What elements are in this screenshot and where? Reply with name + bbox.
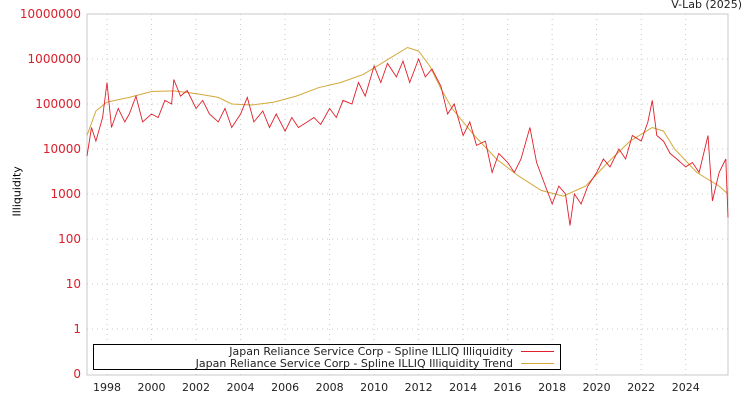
x-tick-label: 2006 [271, 381, 299, 394]
y-tick-label: 100000 [35, 97, 81, 111]
x-tick-label: 1998 [93, 381, 121, 394]
y-tick-label: 10000000 [20, 7, 81, 21]
illiquidity-line [86, 57, 729, 226]
legend-swatch [521, 362, 554, 364]
legend-label: Japan Reliance Service Corp - Spline ILL… [229, 344, 513, 358]
x-tick-label: 2020 [583, 381, 611, 394]
x-tick-label: 2022 [627, 381, 655, 394]
y-tick-label: 100 [58, 232, 81, 246]
legend-item-illiquidity: Japan Reliance Service Corp - Spline ILL… [229, 344, 554, 358]
x-tick-label: 2012 [405, 381, 433, 394]
legend-item-trend: Japan Reliance Service Corp - Spline ILL… [195, 356, 554, 370]
x-tick-label: 2014 [449, 381, 477, 394]
x-tick-label: 2000 [138, 381, 166, 394]
x-tick-label: 2002 [182, 381, 210, 394]
y-tick-label: 1000 [50, 187, 81, 201]
credit-label: V-Lab (2025) [671, 0, 742, 11]
legend-label: Japan Reliance Service Corp - Spline ILL… [195, 356, 513, 370]
legend: Japan Reliance Service Corp - Spline ILL… [93, 344, 561, 370]
legend-swatch [521, 350, 554, 352]
x-tick-label: 2018 [538, 381, 566, 394]
x-tick-label: 2010 [360, 381, 388, 394]
x-tick-label: 2024 [672, 381, 700, 394]
x-tick-label: 2016 [494, 381, 522, 394]
y-tick-label: 10 [66, 277, 81, 291]
y-tick-label: 10000 [43, 142, 81, 156]
x-tick-label: 2004 [227, 381, 255, 394]
y-tick-label: 1 [73, 322, 81, 336]
x-tick-label: 2008 [316, 381, 344, 394]
y-tick-label: 1000000 [28, 52, 81, 66]
y-tick-label: 0 [73, 367, 81, 381]
y-axis-label: Illiquidity [10, 166, 24, 217]
